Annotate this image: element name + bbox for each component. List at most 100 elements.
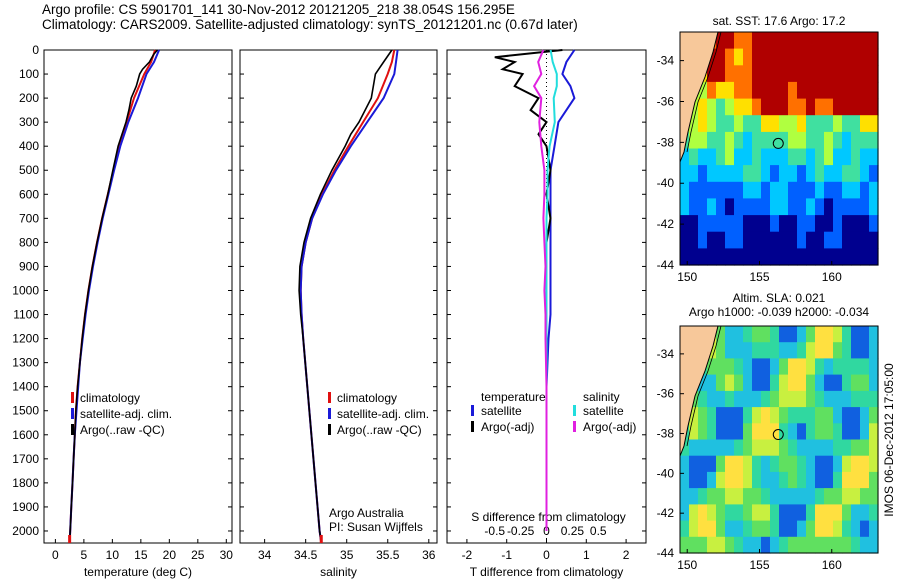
map-cell bbox=[860, 231, 870, 249]
map-cell bbox=[779, 488, 789, 505]
map-cell bbox=[842, 32, 852, 50]
map-cell bbox=[761, 326, 771, 343]
map-cell bbox=[788, 231, 798, 249]
map-cell bbox=[752, 520, 762, 538]
map-cell bbox=[743, 520, 753, 538]
map-cell bbox=[716, 358, 726, 376]
map-cell bbox=[743, 423, 753, 441]
xtick-label: 0 bbox=[52, 548, 59, 562]
map-cell bbox=[824, 81, 834, 100]
map-cell bbox=[851, 248, 861, 266]
sla-map-title: Altim. SLA: 0.021 bbox=[733, 291, 826, 305]
map-cell bbox=[761, 165, 771, 183]
map-cell bbox=[797, 181, 807, 199]
map-cell bbox=[842, 131, 852, 150]
legend-label: Argo(-adj) bbox=[481, 420, 534, 434]
sst-map-title: sat. SST: 17.6 Argo: 17.2 bbox=[713, 14, 846, 28]
map-ytick-label: -44 bbox=[657, 258, 675, 272]
xtick-label: 10 bbox=[106, 548, 120, 562]
map-cell bbox=[743, 198, 753, 216]
map-cell bbox=[770, 439, 780, 457]
map-cell bbox=[869, 342, 879, 359]
map-cell bbox=[725, 181, 735, 199]
map-cell bbox=[860, 248, 870, 266]
map-cell bbox=[734, 98, 744, 116]
map-cell bbox=[815, 520, 825, 538]
map-cell bbox=[707, 423, 717, 441]
map-cell bbox=[788, 342, 798, 359]
map-cell bbox=[779, 231, 789, 249]
ytick-label: 100 bbox=[19, 67, 39, 81]
map-cell bbox=[824, 342, 834, 359]
map-cell bbox=[707, 65, 717, 83]
map-cell bbox=[707, 439, 717, 457]
map-cell bbox=[734, 65, 744, 83]
xtick-top-label: -0.25 bbox=[507, 524, 535, 538]
map-cell bbox=[869, 32, 879, 50]
bathymetry-contour bbox=[686, 325, 722, 447]
map-cell bbox=[680, 231, 690, 249]
map-cell bbox=[869, 81, 879, 100]
map-cell bbox=[788, 358, 798, 376]
map-cell bbox=[833, 423, 843, 441]
land-mass bbox=[679, 325, 719, 457]
map-cell bbox=[689, 520, 699, 538]
map-cell bbox=[770, 536, 780, 554]
map-cell bbox=[788, 423, 798, 441]
map-cell bbox=[743, 81, 753, 100]
map-cell bbox=[716, 231, 726, 249]
ytick-label: 700 bbox=[19, 211, 39, 225]
x-axis-label: T difference from climatology bbox=[470, 565, 624, 579]
map-cell bbox=[698, 488, 708, 505]
map-cell bbox=[851, 81, 861, 100]
map-cell bbox=[725, 520, 735, 538]
map-cell bbox=[797, 48, 807, 66]
map-cell bbox=[752, 48, 762, 66]
map-cell bbox=[815, 81, 825, 100]
map-cell bbox=[680, 248, 690, 266]
map-cell bbox=[824, 215, 834, 233]
map-cell bbox=[770, 407, 780, 424]
map-cell bbox=[806, 455, 816, 473]
map-cell bbox=[788, 165, 798, 183]
map-cell bbox=[860, 32, 870, 50]
map-cell bbox=[725, 471, 735, 489]
map-cell bbox=[770, 520, 780, 538]
map-cell bbox=[761, 520, 771, 538]
map-cell bbox=[743, 131, 753, 150]
map-cell bbox=[842, 148, 852, 166]
panel-salinity: 34 34.5 35 35.5 36 salinity climatology satelli… bbox=[239, 49, 438, 579]
map-cell bbox=[779, 248, 789, 266]
map-cell bbox=[680, 455, 690, 473]
map-cell bbox=[824, 520, 834, 538]
map-cell bbox=[689, 504, 699, 522]
map-cell bbox=[797, 248, 807, 266]
map-cell bbox=[734, 181, 744, 199]
map-cell bbox=[734, 390, 744, 408]
map-cell bbox=[725, 342, 735, 359]
map-cell bbox=[797, 215, 807, 233]
map-cell bbox=[842, 198, 852, 216]
map-cell bbox=[752, 81, 762, 100]
map-cell bbox=[716, 536, 726, 554]
map-cell bbox=[833, 358, 843, 376]
map-cell bbox=[869, 65, 879, 83]
map-cell bbox=[725, 390, 735, 408]
map-cell bbox=[851, 488, 861, 505]
map-xtick-label: 160 bbox=[822, 270, 842, 284]
map-cell bbox=[716, 98, 726, 116]
map-cell bbox=[806, 471, 816, 489]
map-xtick-label: 160 bbox=[822, 558, 842, 572]
map-cell bbox=[743, 165, 753, 183]
map-cell bbox=[833, 342, 843, 359]
map-cell bbox=[752, 115, 762, 133]
map-cell bbox=[770, 358, 780, 376]
xtick-label: 1 bbox=[583, 548, 590, 562]
map-cell bbox=[815, 48, 825, 66]
map-cell bbox=[770, 423, 780, 441]
map-cell bbox=[707, 148, 717, 166]
map-cell bbox=[725, 231, 735, 249]
legend-label: climatology bbox=[80, 391, 140, 405]
map-cell bbox=[680, 536, 690, 554]
map-cell bbox=[833, 407, 843, 424]
